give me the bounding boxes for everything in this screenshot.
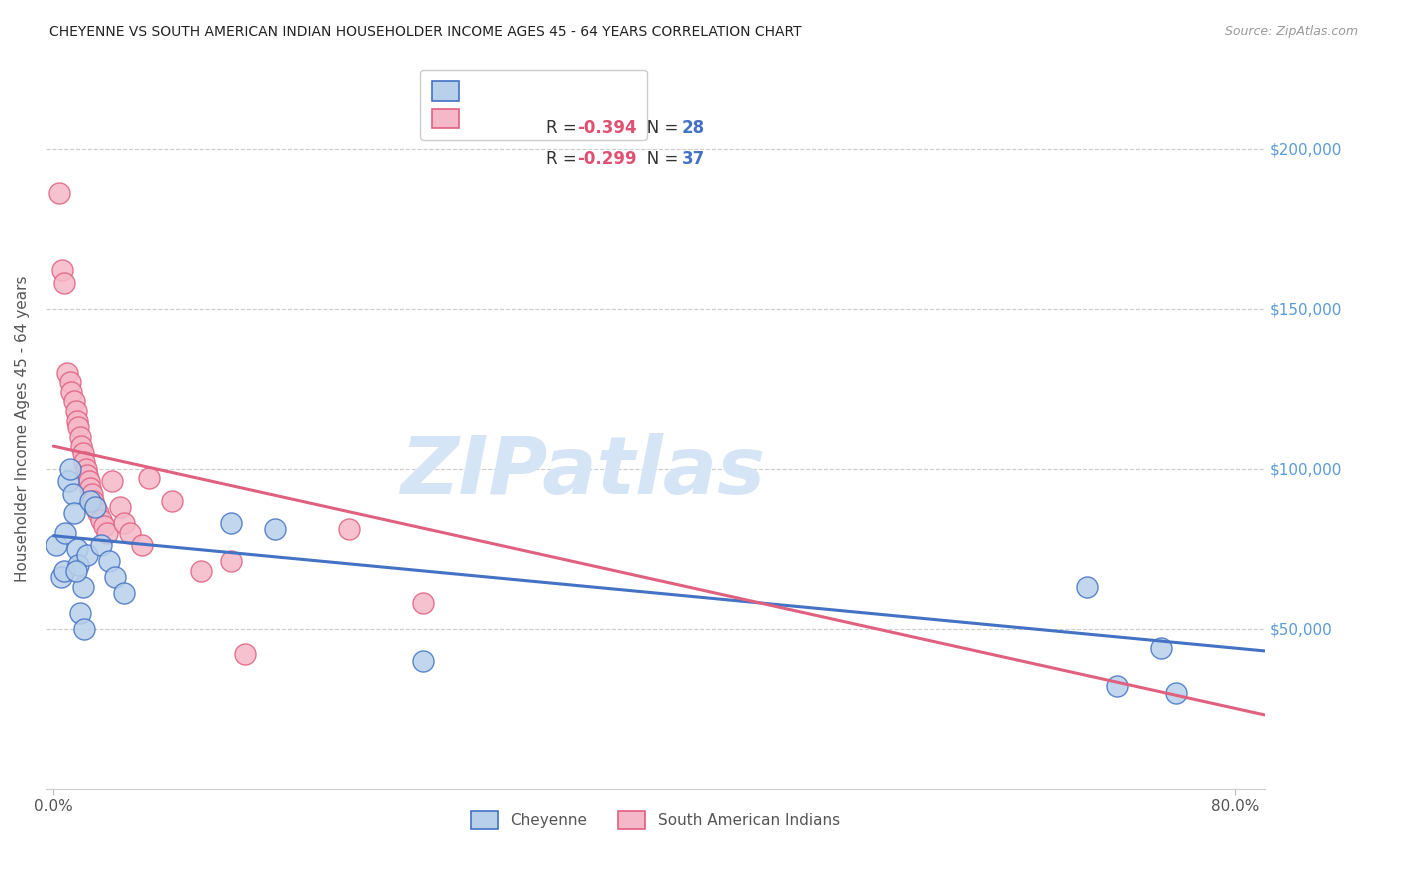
Point [93,519,115,533]
Point [1076,580,1098,594]
Point [56,475,79,489]
Point [219,554,242,568]
Point [55,366,77,380]
Point [62,487,84,501]
Point [75,461,97,475]
Point [72,580,94,594]
Text: Source: ZipAtlas.com: Source: ZipAtlas.com [1225,25,1358,38]
Point [45,538,67,552]
Point [73,622,96,636]
Point [86,506,108,520]
Point [412,596,434,610]
Point [83,500,105,514]
Legend: Cheyenne, South American Indians: Cheyenne, South American Indians [464,805,846,835]
Text: N =: N = [631,150,683,168]
Point [131,538,153,552]
Point [51,263,73,277]
Point [98,554,121,568]
Text: R =: R = [547,150,582,168]
Text: -0.299: -0.299 [578,150,637,168]
Point [108,500,131,514]
Point [79,481,101,495]
Text: N =: N = [631,120,683,137]
Point [264,522,287,536]
Point [337,522,360,536]
Text: R =: R = [547,120,582,137]
Point [77,475,100,489]
Point [83,500,105,514]
Text: CHEYENNE VS SOUTH AMERICAN INDIAN HOUSEHOLDER INCOME AGES 45 - 64 YEARS CORRELAT: CHEYENNE VS SOUTH AMERICAN INDIAN HOUSEH… [49,25,801,39]
Text: ZIPatlas: ZIPatlas [399,433,765,511]
Point [101,475,124,489]
Point [49,570,72,584]
Point [53,525,76,540]
Point [65,404,87,418]
Point [90,513,112,527]
Point [1150,640,1173,655]
Point [138,471,160,485]
Point [80,487,103,501]
Point [63,394,86,409]
Point [412,653,434,667]
Text: 37: 37 [682,150,704,168]
Point [59,461,82,475]
Point [79,493,101,508]
Point [60,384,83,399]
Point [76,548,98,562]
Point [219,516,242,530]
Point [112,516,135,530]
Point [67,558,90,572]
Text: -0.394: -0.394 [578,120,637,137]
Text: 28: 28 [682,120,704,137]
Point [76,467,98,482]
Point [190,564,212,578]
Point [52,276,75,290]
Point [69,606,91,620]
Point [66,413,89,427]
Point [1105,679,1128,693]
Point [73,455,96,469]
Point [67,420,90,434]
Point [48,186,70,201]
Point [82,493,104,508]
Y-axis label: Householder Income Ages 45 - 64 years: Householder Income Ages 45 - 64 years [15,276,30,582]
Point [96,525,118,540]
Point [66,541,89,556]
Point [63,506,86,520]
Point [120,525,142,540]
Point [90,538,112,552]
Point [160,493,183,508]
Point [52,564,75,578]
Point [70,439,93,453]
Point [104,570,127,584]
Point [1164,685,1187,699]
Point [69,429,91,443]
Point [112,586,135,600]
Point [59,375,82,389]
Point [72,445,94,459]
Point [235,647,257,661]
Point [65,564,87,578]
